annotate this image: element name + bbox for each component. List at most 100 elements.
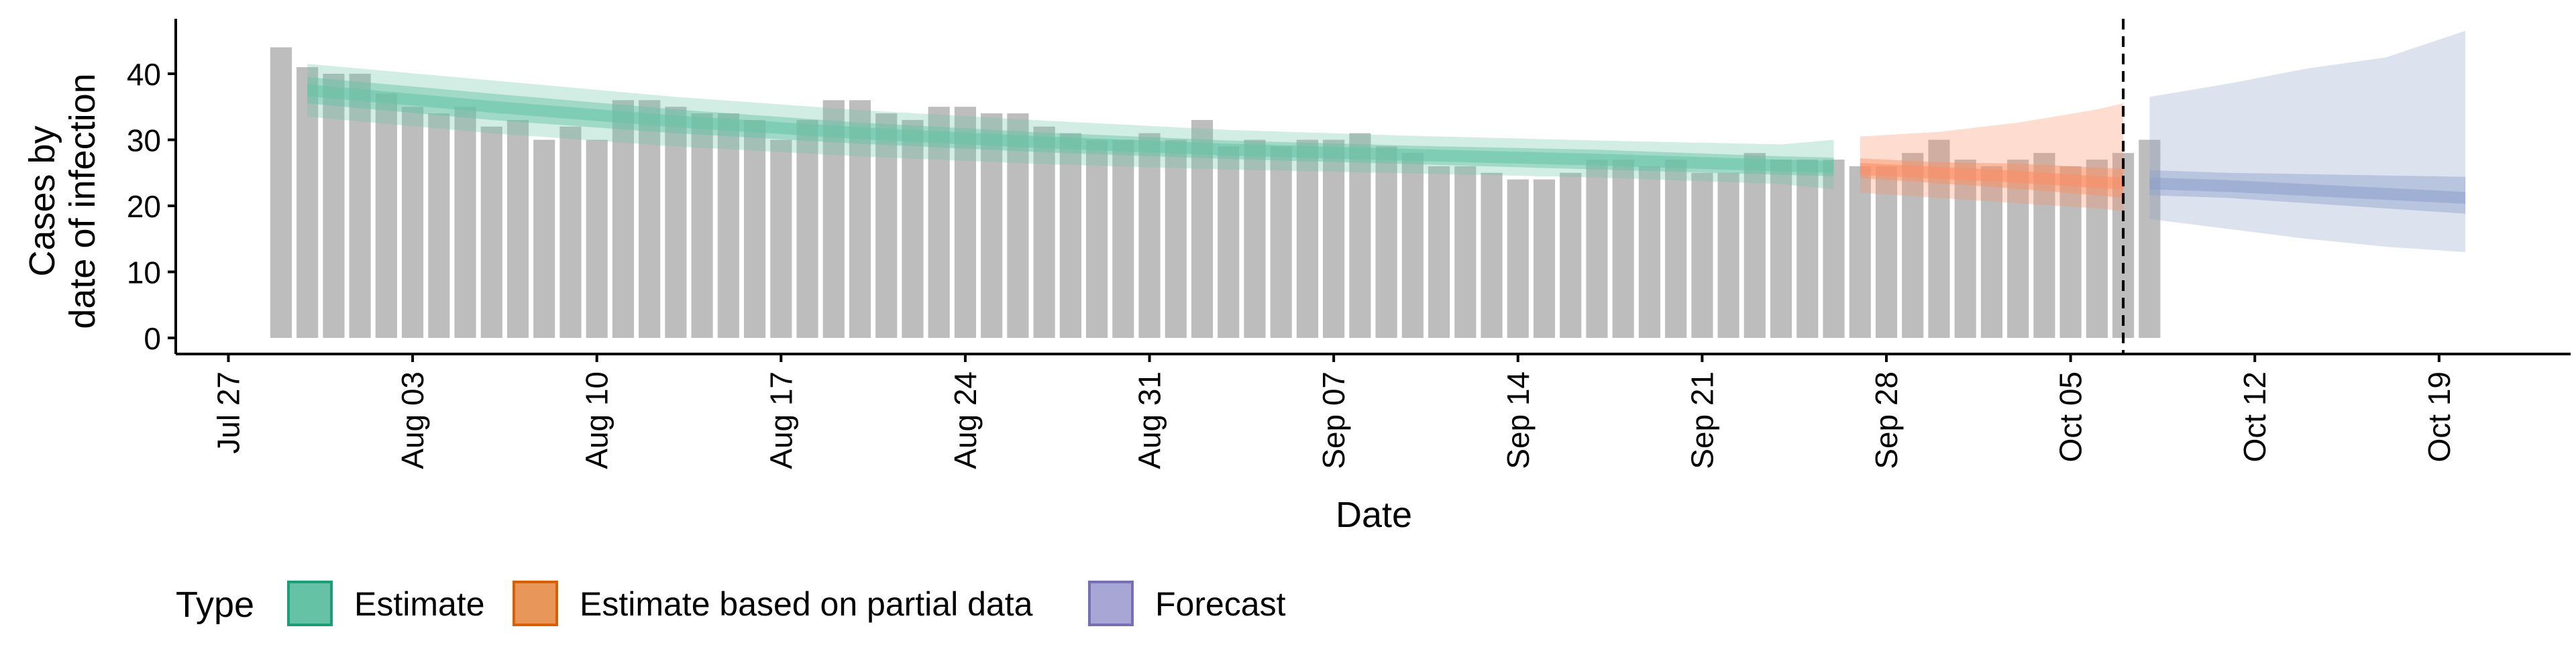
band-median-forecast — [2149, 177, 2466, 204]
case-bar — [639, 100, 661, 338]
y-tick-label: 20 — [127, 189, 161, 224]
case-bar — [1481, 172, 1503, 338]
x-tick-label: Sep 07 — [1316, 371, 1351, 469]
case-bar — [1717, 172, 1739, 338]
case-bar — [1691, 172, 1713, 338]
x-tick-label: Aug 10 — [580, 371, 614, 469]
bars-layer — [270, 47, 2161, 339]
case-bar — [954, 107, 977, 338]
legend-title: Type — [176, 585, 254, 625]
x-tick-label: Aug 17 — [763, 371, 798, 469]
case-bar — [981, 113, 1003, 338]
case-bar — [2007, 160, 2029, 339]
case-bar — [2086, 160, 2108, 339]
case-bar — [401, 107, 424, 338]
case-bar — [849, 100, 871, 338]
case-bar — [1533, 179, 1556, 338]
y-tick-label: 0 — [144, 321, 161, 356]
case-bar — [1980, 166, 2003, 338]
legend-item-label: Estimate based on partial data — [580, 585, 1033, 623]
case-bar — [1770, 160, 1792, 339]
x-tick-label: Aug 24 — [948, 371, 983, 469]
case-bar — [1428, 166, 1450, 338]
y-tick-label: 10 — [127, 255, 161, 290]
case-bar — [770, 139, 792, 338]
case-bar — [480, 126, 502, 339]
case-bar — [1375, 146, 1397, 338]
case-bar — [822, 100, 845, 338]
case-bar — [1454, 166, 1477, 338]
case-bar — [559, 126, 582, 339]
x-tick-label: Jul 27 — [211, 371, 246, 454]
case-bar — [1033, 126, 1055, 339]
case-bar — [533, 139, 555, 338]
case-bar — [1138, 133, 1161, 338]
case-bar — [2059, 166, 2082, 338]
case-bar — [1586, 160, 1608, 339]
case-bar — [375, 93, 397, 339]
case-bar — [506, 119, 529, 338]
case-bar — [743, 119, 766, 338]
case-bar — [1954, 160, 1976, 339]
case-bar — [454, 107, 476, 338]
legend-key — [287, 581, 333, 626]
case-bar — [875, 113, 898, 338]
case-bar — [1638, 166, 1661, 338]
case-bar — [1612, 160, 1634, 339]
x-tick-label: Sep 28 — [1869, 371, 1904, 469]
band-outer-estimate-based-on-partial-data — [1860, 103, 2124, 211]
case-bar — [297, 67, 319, 339]
case-bar — [902, 119, 924, 338]
case-bar — [1112, 139, 1134, 338]
case-bar — [349, 74, 371, 338]
case-bar — [928, 107, 950, 338]
case-bar — [586, 139, 608, 338]
case-bar — [1902, 153, 1924, 338]
legend-item-label: Forecast — [1155, 585, 1286, 623]
case-bar — [1191, 119, 1214, 338]
x-tick-label: Aug 03 — [395, 371, 430, 469]
case-bar — [1823, 160, 1845, 339]
y-axis-title-line1: Cases by — [22, 125, 62, 276]
case-bar — [1085, 139, 1108, 338]
x-tick-label: Oct 05 — [2053, 371, 2088, 463]
case-bar — [1507, 179, 1529, 338]
y-axis-title: Cases by date of infection — [22, 73, 103, 329]
legend-item-label: Estimate — [354, 585, 485, 623]
case-bar — [1244, 139, 1266, 338]
x-tick-label: Oct 12 — [2237, 371, 2272, 463]
x-tick-label: Sep 14 — [1501, 371, 1536, 469]
bands-layer — [307, 31, 2466, 252]
legend: Type Estimate Estimate based on partial d… — [176, 581, 1286, 626]
band-median-estimate — [307, 84, 1834, 173]
case-bar — [1165, 139, 1187, 338]
y-tick-label: 30 — [127, 123, 161, 158]
case-bar — [665, 107, 687, 338]
case-bar — [612, 100, 635, 338]
case-bar — [1849, 166, 1871, 338]
case-bar — [1743, 153, 1766, 338]
case-bar — [1875, 166, 1898, 338]
case-bar — [691, 113, 713, 338]
legend-key — [1088, 581, 1134, 626]
x-tick-label: Sep 21 — [1684, 371, 1719, 469]
case-bar — [1218, 146, 1240, 338]
case-bar — [1296, 139, 1319, 338]
case-bar — [1560, 172, 1582, 338]
case-bar — [323, 74, 345, 338]
case-bar — [1270, 146, 1292, 338]
case-bar — [428, 113, 450, 338]
case-bar — [796, 119, 818, 338]
case-bar — [1059, 133, 1081, 338]
legend-key — [513, 581, 558, 626]
case-bar — [1349, 133, 1371, 338]
case-bar — [2139, 139, 2161, 338]
band-outer-forecast — [2149, 31, 2466, 252]
y-tick-label: 40 — [127, 57, 161, 92]
band-median-estimate-based-on-partial-data — [1860, 163, 2124, 190]
case-bar — [1665, 160, 1687, 339]
case-bar — [1796, 160, 1819, 339]
y-axis-title-line2: date of infection — [62, 73, 103, 329]
